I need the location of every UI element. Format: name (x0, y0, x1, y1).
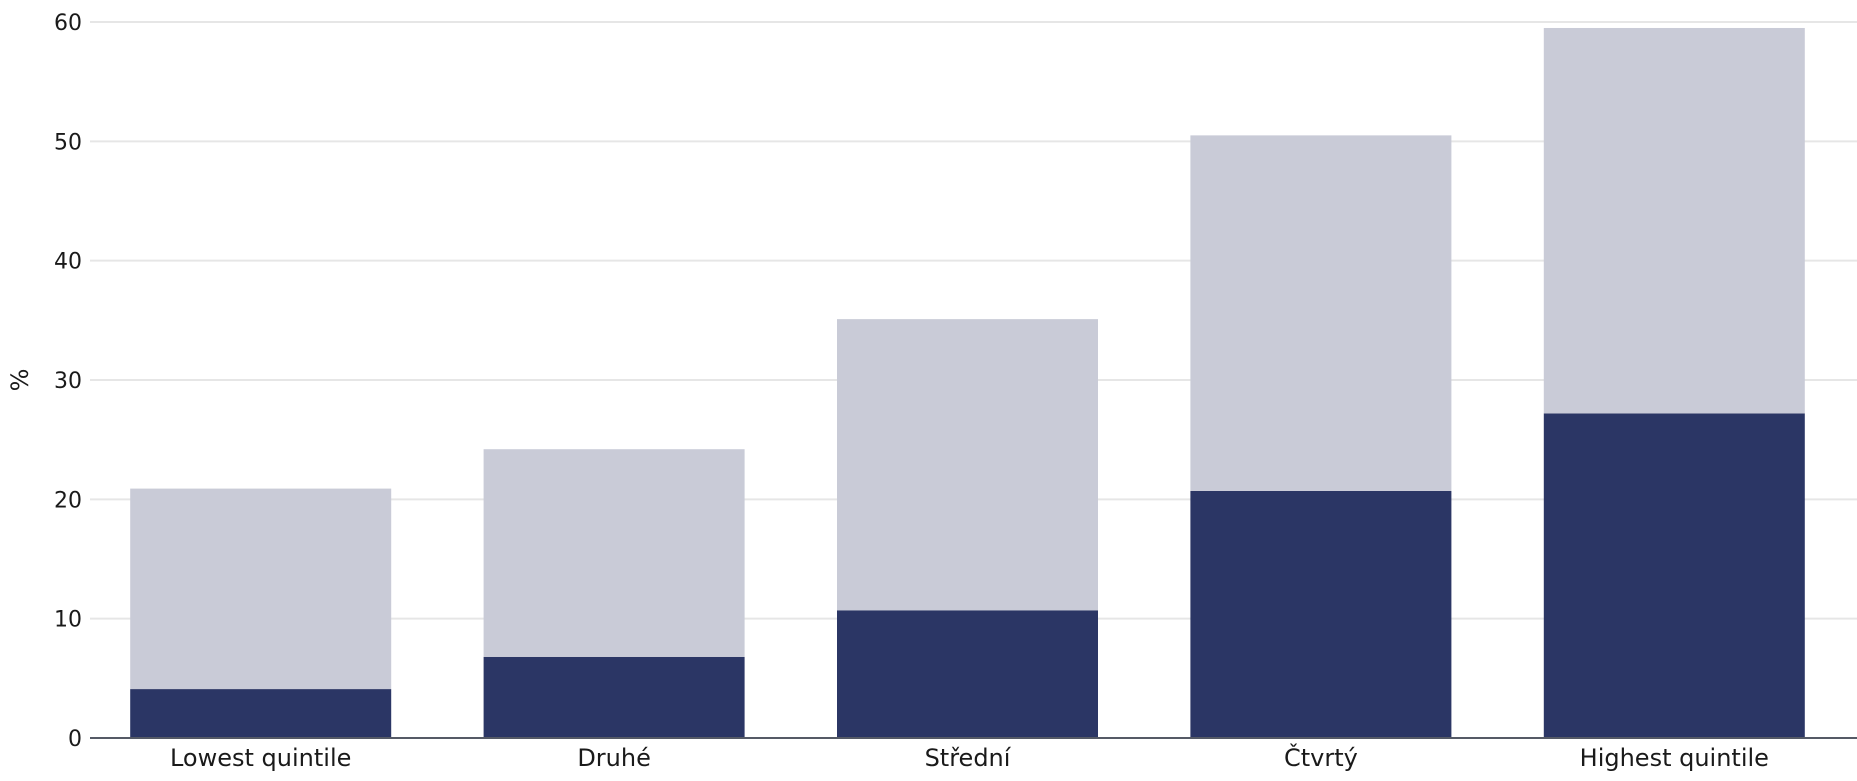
bar-segment-dark (1543, 413, 1805, 738)
bar-segment-light (130, 488, 392, 690)
y-tick-labels: 0 10 20 30 40 50 60 (54, 11, 82, 752)
bar-segment-light (1543, 27, 1805, 414)
x-tick-label: Lowest quintile (170, 744, 351, 772)
x-tick-labels: Lowest quintile Druhé Střední Čtvrtý Highest… (170, 742, 1769, 772)
bar-segment-light (837, 319, 1098, 611)
x-tick-label: Druhé (577, 744, 651, 772)
y-tick-label: 60 (54, 11, 82, 36)
y-tick-label: 50 (54, 130, 82, 155)
bar-segment-dark (130, 689, 392, 738)
y-tick-label: 30 (54, 369, 82, 394)
x-tick-label: Čtvrtý (1284, 742, 1358, 772)
bar-segment-light (483, 449, 745, 657)
bar-segment-dark (1190, 490, 1452, 738)
bar-segment-dark (483, 656, 745, 738)
y-tick-label: 40 (54, 250, 82, 275)
bars (130, 27, 1805, 738)
y-axis-title: % (6, 369, 34, 392)
y-tick-label: 10 (54, 608, 82, 633)
bar-segment-light (1190, 135, 1452, 491)
y-tick-label: 0 (68, 727, 82, 752)
x-tick-label: Highest quintile (1580, 744, 1769, 772)
y-tick-label: 20 (54, 488, 82, 513)
bar-segment-dark (837, 610, 1098, 738)
x-tick-label: Střední (925, 744, 1012, 772)
